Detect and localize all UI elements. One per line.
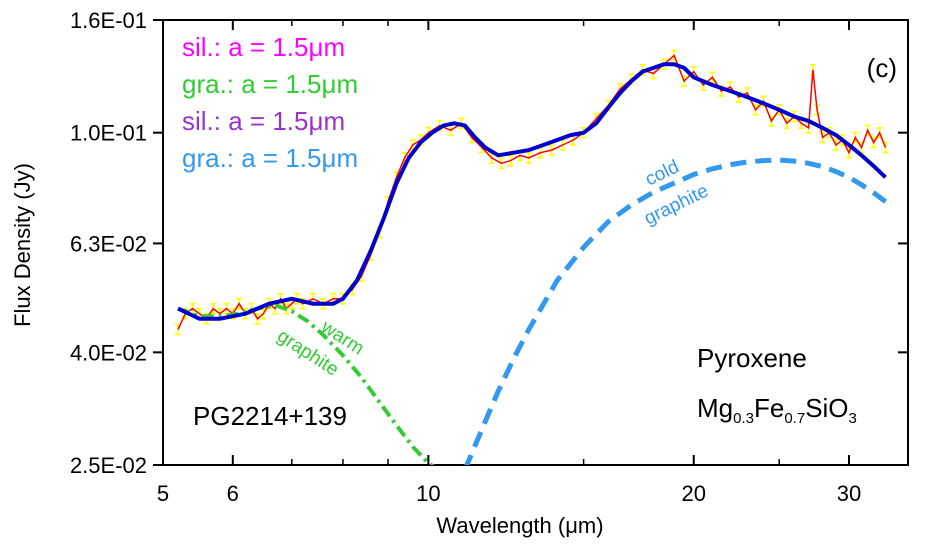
legend-entry: gra.: a = 1.5μm <box>182 143 358 173</box>
legend-entry: sil.: a = 1.5μm <box>182 106 345 136</box>
x-tick-label: 30 <box>837 481 861 506</box>
formula-sub-mg: 0.3 <box>733 410 754 427</box>
formula-sub-o: 3 <box>849 410 857 427</box>
panel-label: (c) <box>867 53 897 83</box>
ticks-layer: 5 6 10 20 30 2.5E-02 4.0E-02 6.3E-02 1.0E-01 1.6E… <box>70 8 908 506</box>
y-tick-label: 1.0E-01 <box>70 121 147 146</box>
y-tick-label: 6.3E-02 <box>70 231 147 256</box>
legend-entry: gra.: a = 1.5μm <box>182 69 358 99</box>
object-name: PG2214+139 <box>193 401 347 431</box>
legend: sil.: a = 1.5μm gra.: a = 1.5μm sil.: a = … <box>182 32 358 173</box>
y-tick-label: 2.5E-02 <box>70 453 147 478</box>
y-tick-label: 4.0E-02 <box>70 340 147 365</box>
formula-part-sio: SiO <box>805 393 848 423</box>
mineral-name: Pyroxene <box>697 343 807 373</box>
mineral-formula: Mg0.3Fe0.7SiO3 <box>697 393 857 427</box>
total-model-line <box>177 62 887 321</box>
formula-part-mg: Mg <box>697 393 733 423</box>
y-tick-label: 1.6E-01 <box>70 8 147 33</box>
x-tick-label: 10 <box>416 481 440 506</box>
x-axis-title: Wavelength (μm) <box>436 513 603 538</box>
y-axis-title: Flux Density (Jy) <box>10 163 35 327</box>
formula-sub-fe: 0.7 <box>784 410 805 427</box>
observed-spectrum-line <box>177 54 887 330</box>
plot-area: 5 6 10 20 30 2.5E-02 4.0E-02 6.3E-02 1.0E-01 1.6E… <box>70 8 909 506</box>
formula-part-fe: Fe <box>754 393 784 423</box>
series-layer <box>175 49 889 465</box>
legend-entry: sil.: a = 1.5μm <box>182 32 345 62</box>
x-tick-label: 20 <box>682 481 706 506</box>
x-tick-label: 5 <box>157 481 169 506</box>
cold-graphite-line <box>464 157 887 465</box>
x-tick-label: 6 <box>227 481 239 506</box>
cold-graphite-label-line1: cold <box>642 156 683 190</box>
warm-graphite-line <box>177 303 435 465</box>
